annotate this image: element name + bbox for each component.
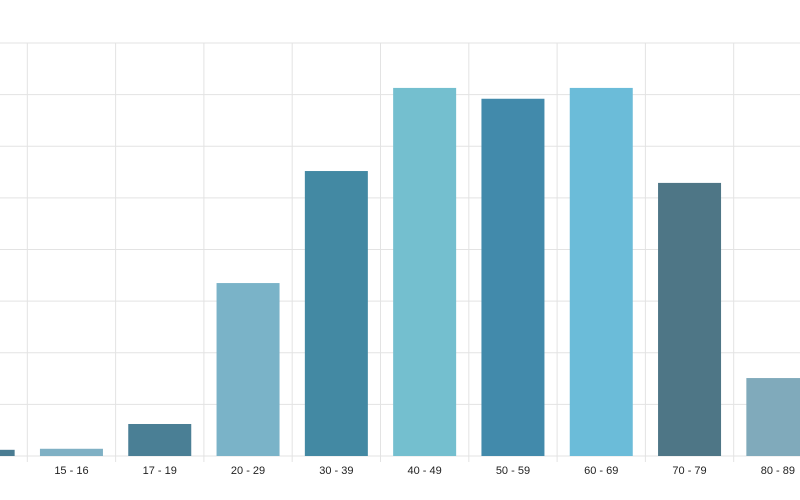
- bar: [481, 98, 545, 456]
- x-tick-label: 40 - 49: [408, 465, 442, 477]
- bar: [393, 87, 457, 456]
- x-tick-label: 70 - 79: [672, 465, 706, 477]
- bar: [569, 87, 633, 456]
- x-tick-label: 50 - 59: [496, 465, 530, 477]
- x-tick-label: 30 - 39: [319, 465, 353, 477]
- x-tick-label: 17 - 19: [143, 465, 177, 477]
- bar: [128, 423, 192, 456]
- bar: [304, 171, 368, 456]
- x-tick-label: 60 - 69: [584, 465, 618, 477]
- x-tick-label: 15 - 16: [54, 465, 88, 477]
- bar: [216, 283, 280, 456]
- bar: [39, 448, 103, 456]
- bar: [0, 449, 15, 456]
- bar: [746, 378, 800, 456]
- x-tick-label: 20 - 29: [231, 465, 265, 477]
- x-tick-label: 80 - 89: [761, 465, 795, 477]
- bar: [658, 182, 722, 456]
